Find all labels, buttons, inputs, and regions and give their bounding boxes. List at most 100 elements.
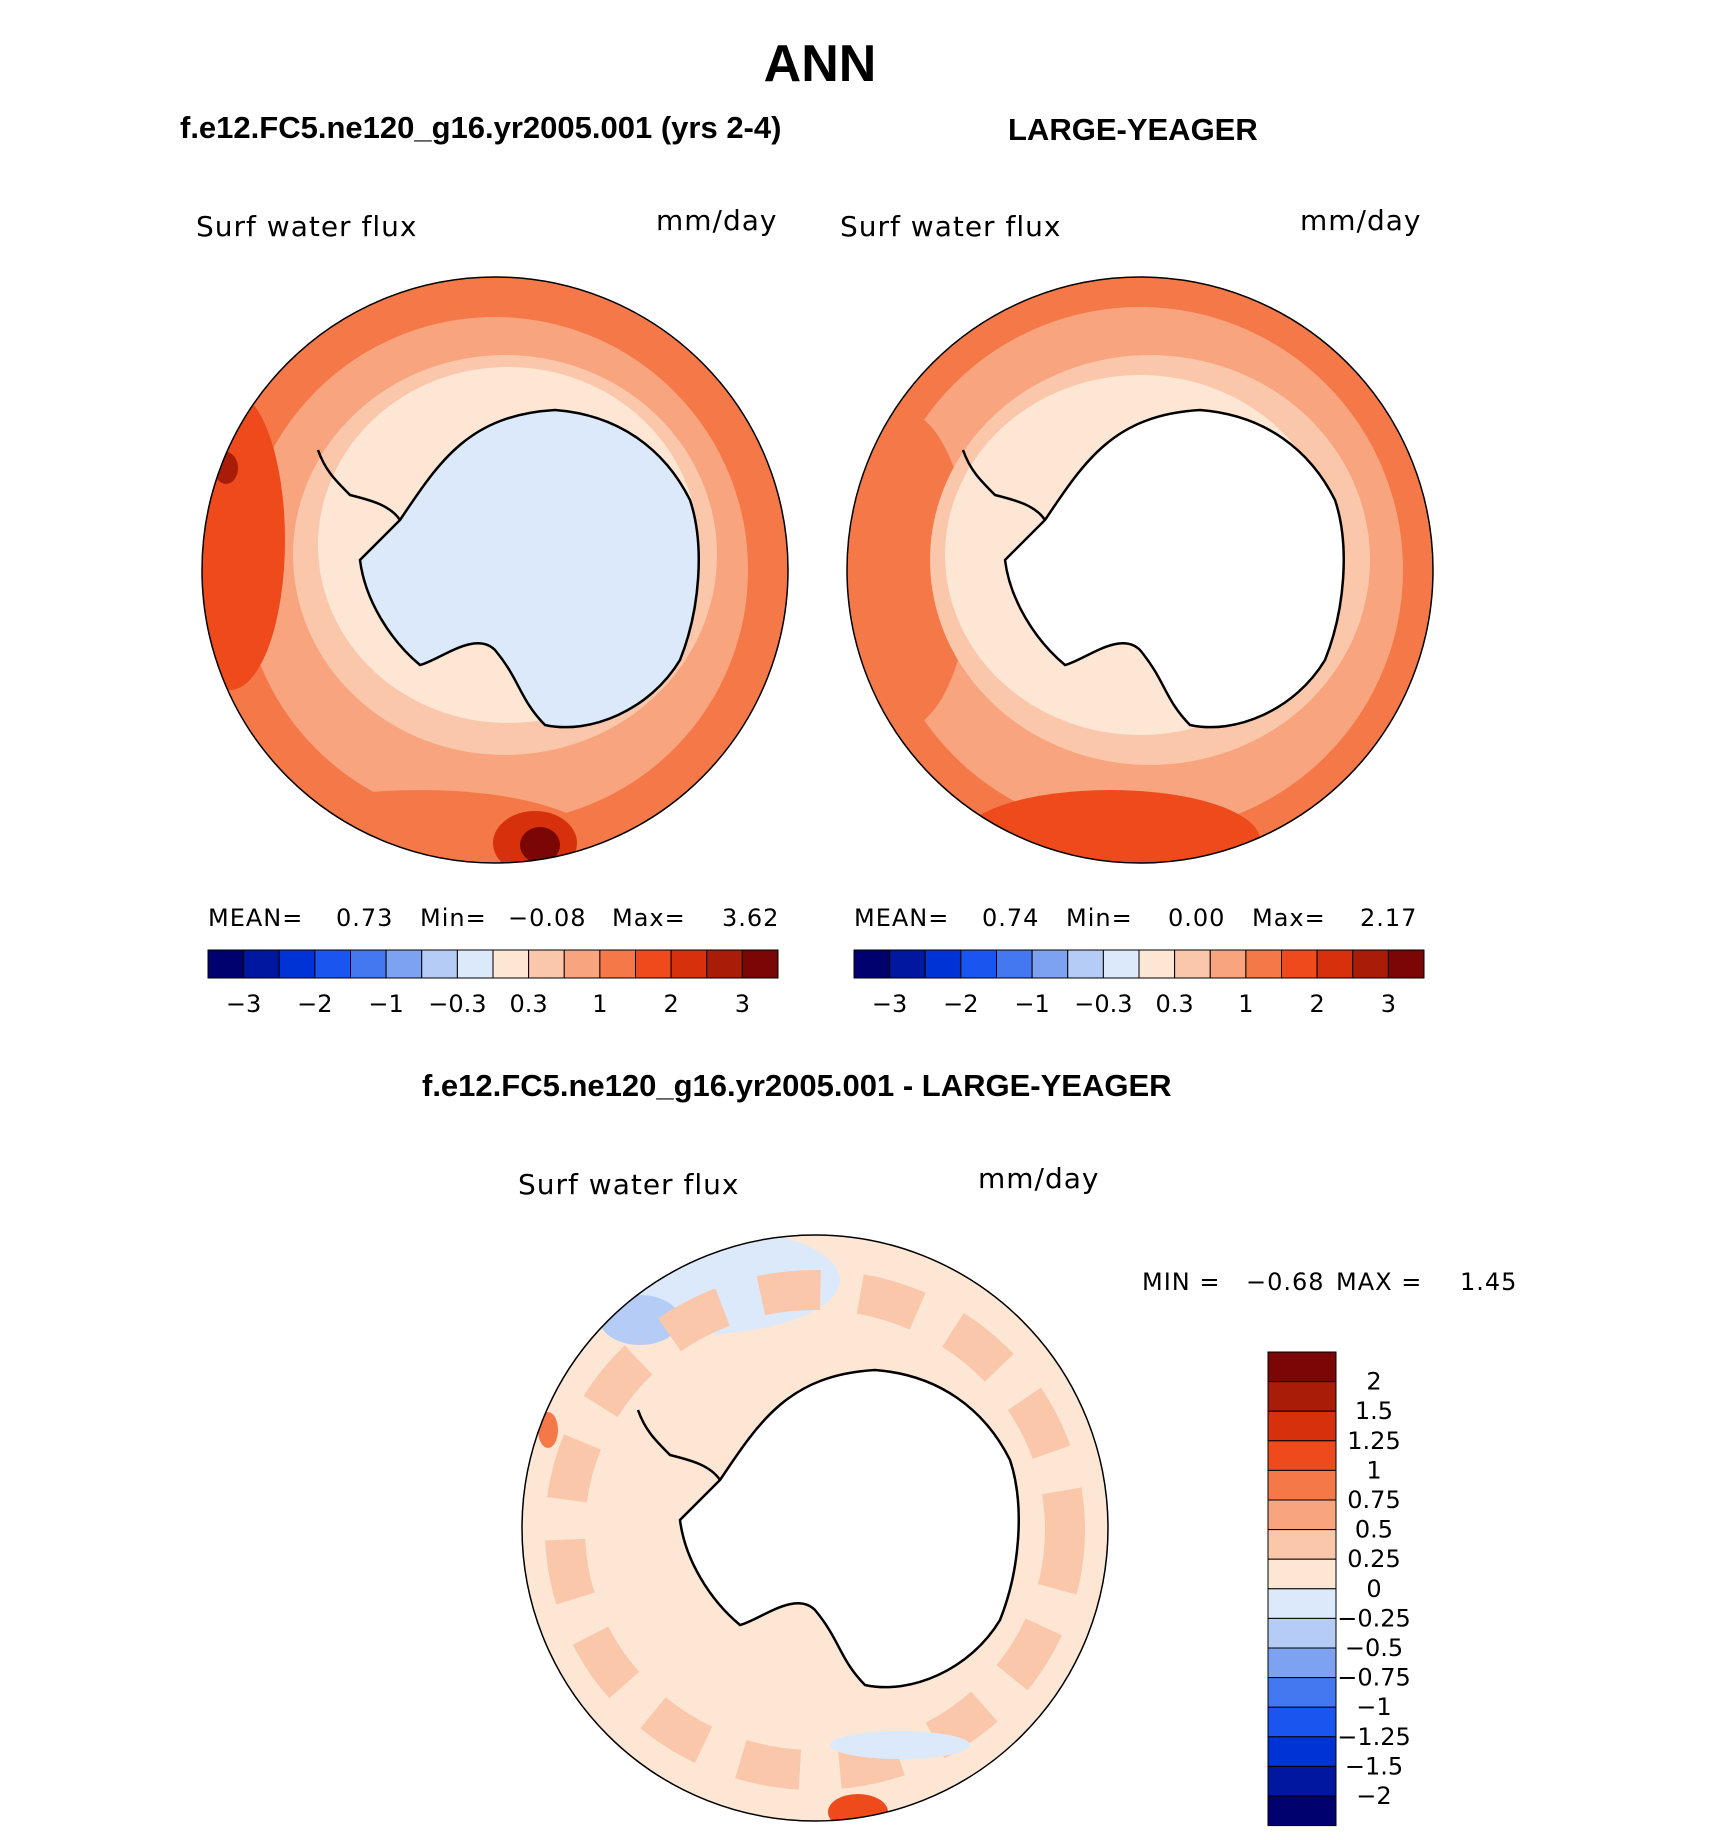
colorbar-cell [706,949,743,979]
colorbar-cell [207,949,245,979]
colorbar-cell [1267,1558,1337,1590]
colorbar-cell [1267,1410,1337,1442]
map-model [202,277,788,863]
warm-spot-north [828,1794,888,1821]
colorbar-cell [278,949,316,979]
colorbar-tick-label: 1.25 [1347,1427,1400,1455]
colorbar-cell [924,949,962,979]
colorbar-tick-label: −0.75 [1337,1664,1411,1692]
colorbar-tick-label: −1.5 [1345,1752,1403,1780]
colorbar-cell [492,949,530,979]
diff-min: −0.68 [1246,1268,1325,1296]
colorbar-cell [563,949,601,979]
diff-panel-title: f.e12.FC5.ne120_g16.yr2005.001 - LARGE-Y… [422,1068,1172,1103]
colorbar-cell [1267,1440,1337,1471]
panel-obs-min-label: Min= [1066,904,1133,932]
colorbar-tick-label: −2 [1356,1782,1391,1810]
panel-model-max: 3.62 [722,904,780,932]
colorbar-tick-label: 0.75 [1347,1486,1400,1514]
warm-patch-west [847,410,970,730]
colorbar-tick-label: 0.3 [1156,990,1194,1018]
panel-obs-mean-label: MEAN= [854,904,950,932]
main-title: ANN [763,35,877,93]
colorbar-tick-label: −1 [368,990,403,1018]
colorbar-cell [889,949,926,979]
max-spot-west [214,452,238,484]
colorbar-tick-label: −1 [1014,990,1049,1018]
colorbar-cell [421,949,458,979]
colorbar-tick-label: 1 [1366,1456,1381,1484]
panel-obs-max-label: Max= [1252,904,1326,932]
colorbar-tick-label: 0.3 [510,990,548,1018]
colorbar-cell [1267,1617,1337,1649]
colorbar-cell [1102,949,1140,979]
panel-model-mean: 0.73 [336,904,394,932]
colorbar-tick-label: 2 [1366,1368,1381,1396]
colorbar-tick-label: −3 [872,990,907,1018]
colorbar-cell [1316,949,1354,979]
colorbar-tick-label: 2 [663,990,678,1018]
colorbar-cell [1267,1736,1337,1767]
colorbar-cell [1267,1765,1337,1797]
colorbar-cell [1267,1499,1337,1531]
colorbar-cell [1267,1795,1337,1827]
colorbar-cell [314,949,351,979]
antarctica-land [1003,408,1345,729]
max-spot-north [520,827,560,863]
colorbar-cell [350,949,387,979]
panel-obs-max: 2.17 [1360,904,1418,932]
peninsula [316,449,402,521]
panel-obs-min: 0.00 [1168,904,1226,932]
colorbar-cell [1281,949,1318,979]
colorbar-cell [1352,949,1389,979]
colorbar-obs: −3 −2 −1 −0.3 0.3 1 2 3 [853,949,1425,1018]
colorbar-cell [1267,1381,1337,1412]
warm-patch-north [960,790,1260,863]
map-diff-border [521,1234,1109,1822]
warm-spot-west [538,1412,558,1448]
colorbar-cell [1031,949,1069,979]
colorbar-cell [960,949,997,979]
colorbar-cell [385,949,423,979]
colorbar-tick-label: −0.3 [428,990,486,1018]
map-model-border [201,276,789,864]
panel-obs-field-label: Surf water flux [840,210,1062,243]
colorbar-cell [741,949,779,979]
colorbar-model: −3 −2 −1 −0.3 0.3 1 2 3 [207,949,779,1018]
colorbar-tick-label: 1.5 [1355,1397,1393,1425]
colorbar-tick-label: −2 [297,990,332,1018]
peninsula [961,449,1047,521]
panel-model-field-label: Surf water flux [196,210,418,243]
panel-obs-mean: 0.74 [982,904,1040,932]
panel-model-title: f.e12.FC5.ne120_g16.yr2005.001 (yrs 2-4) [180,110,782,145]
diff-max: 1.45 [1460,1268,1518,1296]
colorbar-tick-label: 3 [735,990,750,1018]
colorbar-cell [670,949,708,979]
colorbar-cell [1174,949,1211,979]
colorbar-tick-label: −3 [226,990,261,1018]
antarctica-land [358,408,700,729]
colorbar-cell [1138,949,1176,979]
colorbar-cell [1245,949,1282,979]
colorbar-tick-label: 0.5 [1355,1516,1393,1544]
colorbar-cell [996,949,1033,979]
antarctica-land [678,1368,1020,1689]
colorbar-cell [1209,949,1247,979]
colorbar-cell [243,949,280,979]
colorbar-tick-label: −1.25 [1337,1723,1411,1751]
colorbar-cell [456,949,494,979]
map-diff [522,1235,1108,1821]
diff-field-label: Surf water flux [518,1168,740,1201]
map-obs-border [846,276,1434,864]
colorbar-tick-label: −1 [1356,1693,1391,1721]
colorbar-diff: 21.51.2510.750.50.250−0.25−0.5−0.75−1−1.… [1267,1351,1411,1827]
diff-min-label: MIN = [1142,1268,1221,1296]
colorbar-tick-label: 1 [1238,990,1253,1018]
colorbar-tick-label: 1 [592,990,607,1018]
colorbar-cell [1267,1647,1337,1679]
colorbar-cell [1067,949,1104,979]
colorbar-cell [853,949,891,979]
peninsula [636,1409,722,1481]
colorbar-cell [1387,949,1425,979]
